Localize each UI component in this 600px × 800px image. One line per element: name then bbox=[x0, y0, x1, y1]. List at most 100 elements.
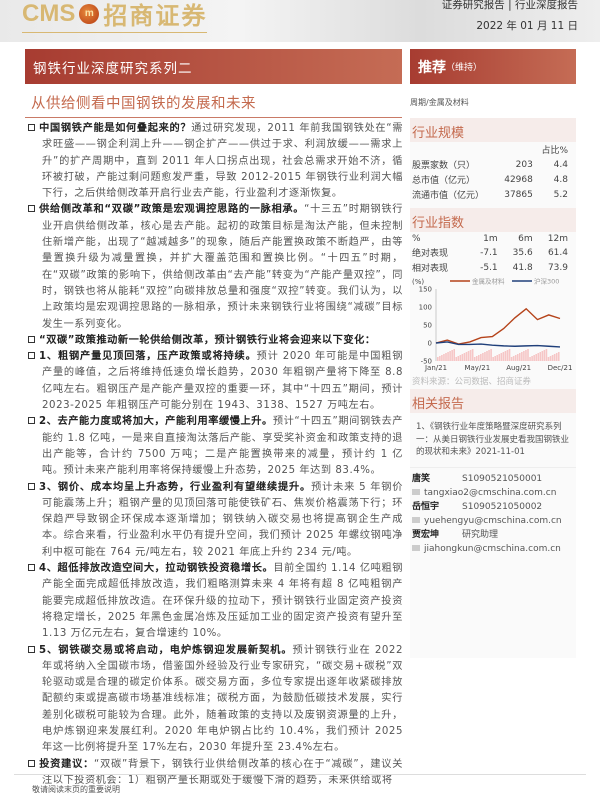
background-bar bbox=[523, 351, 525, 361]
bullet-paragraph: 3、钢价、成本均呈上升态势，行业盈利有望继续提升。预计未来 5 年钢价可能震荡上… bbox=[28, 480, 403, 561]
checkbox-bullet-icon bbox=[28, 205, 35, 213]
footer-divider bbox=[14, 774, 586, 775]
table-row: 总市值（亿元） 42968 4.8 bbox=[412, 174, 568, 187]
legend-label: 金属及材料 bbox=[472, 277, 505, 286]
background-bar bbox=[506, 350, 509, 361]
background-bar bbox=[469, 350, 472, 361]
industry-scale-heading: 行业规模 bbox=[410, 118, 576, 142]
background-bar bbox=[504, 351, 507, 361]
background-bar bbox=[519, 353, 521, 361]
author: 贾宏坤 研究助理 bbox=[412, 529, 499, 540]
bullet-paragraph: 供给侧改革和“双碳”政策是宏观调控思路的一脉相承。“十三五”时期钢铁行业开启供给… bbox=[28, 202, 403, 332]
rating-bar: 推荐 （维持） bbox=[410, 49, 576, 84]
background-bar bbox=[529, 357, 531, 361]
background-bar bbox=[553, 354, 556, 361]
bullet-paragraph: 2、去产能力度或将加大，产能利用率缓慢上升。预计“十四五”期间钢铁去产能约 1.… bbox=[28, 414, 403, 479]
mail-icon bbox=[412, 516, 420, 523]
legend-label: 沪深300 bbox=[534, 277, 559, 286]
authors: 唐笑 S1090521050001 tangxiao2@cmschina.com.c… bbox=[410, 468, 576, 560]
author-email[interactable]: yuehengyu@cmschina.com.cn bbox=[424, 515, 562, 526]
industry-index-heading: 行业指数 bbox=[410, 208, 576, 232]
table-row: 股票家数（只） 203 4.4 bbox=[412, 159, 568, 172]
author: 唐笑 S1090521050001 bbox=[412, 473, 543, 484]
series-line bbox=[435, 307, 561, 345]
background-bar bbox=[535, 354, 537, 361]
background-bar bbox=[463, 353, 466, 361]
industry-index-table: % 1m 6m 12m 绝对表现 -7.1 35.6 61.4 相对表现 -5.1 41.8 73.9 bbox=[410, 232, 570, 275]
footer-note: 敬请阅读末页的重要说明 bbox=[32, 785, 120, 794]
background-bar bbox=[451, 350, 453, 361]
x-tick-label: Dec/21 bbox=[548, 364, 573, 372]
page-header: CMS m 招商证券 证券研究报告 | 行业深度报告 2022 年 01 月 1… bbox=[0, 0, 600, 42]
mail-icon bbox=[412, 544, 420, 551]
background-bar bbox=[557, 352, 560, 361]
industry-scale-table: 占比% 股票家数（只） 203 4.4 总市值（亿元） 42968 4.8 流通市值（亿元）… bbox=[412, 146, 568, 201]
checkbox-bullet-icon bbox=[28, 759, 35, 767]
logo-mark-icon: m bbox=[79, 3, 100, 24]
bullet-paragraph: 5、钢铁碳交易或将启动，电炉炼钢迎发展新契机。预计钢铁行业在 2022 年或将纳… bbox=[28, 643, 403, 757]
background-bar bbox=[455, 357, 458, 361]
bullet-paragraph: 4、超低排放改造空间大，拉动钢铁投资稳增长。目前全国约 1.14 亿吨粗钢产能全… bbox=[28, 561, 403, 642]
report-body: 中国钢铁产能是如何叠起来的？通过研究发现，2011 年前我国钢铁处在“需求旺盛—… bbox=[28, 121, 403, 789]
background-bar bbox=[437, 357, 439, 361]
author-email[interactable]: tangxiao2@cmschina.com.cn bbox=[424, 487, 557, 498]
table-row: 相对表现 -5.1 41.8 73.9 bbox=[412, 262, 568, 275]
background-bar bbox=[549, 356, 552, 361]
index-chart: (%) 金属及材料 沪深300 150 100 50 0 -50 Jan/21 May/21 Aug… bbox=[410, 275, 576, 373]
rating: 推荐 bbox=[418, 59, 446, 76]
background-bar bbox=[537, 353, 540, 361]
background-bar bbox=[447, 352, 449, 361]
background-bar bbox=[443, 354, 445, 361]
background-bar bbox=[514, 355, 517, 361]
y-tick-label: 150 bbox=[419, 286, 432, 294]
x-tick-label: Jan/21 bbox=[424, 364, 447, 372]
checkbox-bullet-icon bbox=[28, 482, 35, 490]
background-bar bbox=[521, 352, 523, 361]
mail-icon bbox=[412, 488, 420, 495]
y-tick-label: 50 bbox=[423, 322, 432, 330]
background-bar bbox=[551, 355, 554, 361]
related-report[interactable]: 1、《钢铁行业年度策略暨深度研究系列一：从美日钢铁行业发展史看我国钢铁业的现状和… bbox=[410, 413, 576, 468]
background-bar bbox=[527, 349, 529, 361]
checkbox-bullet-icon bbox=[28, 335, 35, 343]
background-bar bbox=[457, 356, 460, 361]
background-bar bbox=[445, 353, 447, 361]
series-title: 钢铁行业深度研究系列二 bbox=[25, 49, 402, 84]
background-bar bbox=[465, 352, 468, 361]
background-bar bbox=[482, 353, 484, 361]
checkbox-bullet-icon bbox=[28, 417, 35, 425]
background-bar bbox=[510, 357, 513, 361]
x-tick-label: Aug/21 bbox=[506, 364, 531, 372]
report-date: 2022 年 01 月 11 日 bbox=[476, 20, 578, 32]
background-bar bbox=[473, 357, 476, 361]
checkbox-bullet-icon bbox=[28, 124, 35, 131]
background-bar bbox=[461, 354, 464, 361]
x-tick-label: May/21 bbox=[464, 364, 490, 372]
background-bar bbox=[543, 350, 546, 361]
series-line bbox=[435, 341, 561, 348]
checkbox-bullet-icon bbox=[28, 645, 35, 653]
background-bar bbox=[490, 349, 492, 361]
category: 周期/金属及材料 bbox=[410, 98, 469, 107]
background-bar bbox=[467, 351, 470, 361]
background-bar bbox=[453, 349, 455, 361]
report-type: 证券研究报告 | 行业深度报告 bbox=[441, 0, 578, 11]
background-bar bbox=[475, 356, 478, 361]
background-bar bbox=[484, 352, 486, 361]
checkbox-bullet-icon bbox=[28, 564, 35, 572]
related-heading: 相关报告 bbox=[410, 389, 576, 413]
background-bar bbox=[531, 356, 533, 361]
background-bar bbox=[459, 355, 462, 361]
background-bar bbox=[471, 349, 474, 361]
background-bar bbox=[494, 356, 496, 361]
rating-note: （维持） bbox=[446, 63, 483, 73]
background-bar bbox=[498, 354, 501, 361]
background-bar bbox=[508, 349, 511, 361]
background-bar bbox=[480, 354, 482, 361]
background-bar bbox=[533, 355, 535, 361]
author-email[interactable]: jiahongkun@cmschina.com.cn bbox=[424, 543, 561, 554]
background-bar bbox=[496, 355, 499, 361]
y-axis-label: (%) bbox=[412, 278, 424, 286]
background-bar bbox=[441, 355, 443, 361]
checkbox-bullet-icon bbox=[28, 352, 35, 360]
